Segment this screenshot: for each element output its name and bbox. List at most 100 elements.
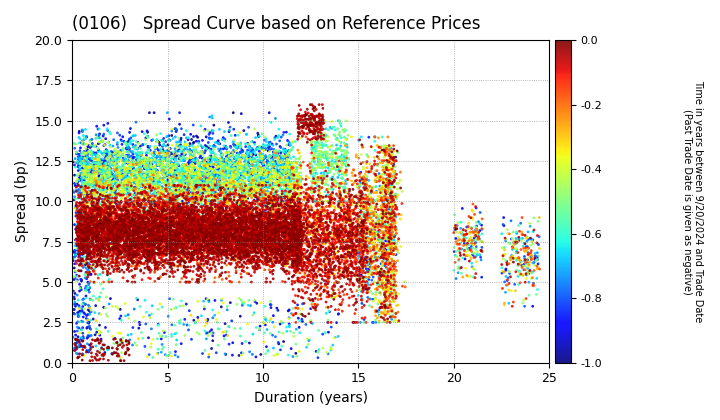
Point: [213, 161, 225, 168]
Point: [129, 234, 140, 240]
Point: [163, 216, 174, 223]
Point: [384, 284, 395, 291]
Point: [180, 207, 192, 214]
Point: [145, 310, 157, 317]
Point: [133, 161, 145, 168]
Point: [163, 226, 175, 233]
Point: [91, 220, 103, 227]
Point: [199, 247, 210, 254]
Point: [100, 135, 112, 142]
Point: [143, 334, 154, 341]
Point: [130, 132, 141, 139]
Point: [204, 136, 216, 142]
Point: [181, 223, 193, 230]
Point: [282, 198, 294, 205]
Point: [157, 169, 168, 176]
Point: [379, 171, 390, 178]
Point: [196, 228, 207, 235]
Point: [187, 207, 199, 214]
Point: [383, 174, 395, 181]
Point: [94, 163, 106, 170]
Point: [261, 206, 273, 213]
Point: [83, 302, 94, 309]
Point: [371, 249, 382, 255]
Point: [315, 236, 327, 242]
Point: [88, 170, 99, 176]
Point: [129, 252, 140, 259]
Point: [87, 229, 99, 236]
Point: [372, 254, 383, 260]
Point: [131, 176, 143, 183]
Point: [265, 248, 276, 255]
Point: [356, 249, 367, 256]
Point: [356, 236, 368, 243]
Point: [282, 137, 293, 144]
Point: [100, 193, 112, 199]
Point: [376, 263, 387, 270]
Point: [198, 158, 210, 165]
Point: [196, 312, 207, 319]
Point: [355, 180, 366, 186]
Point: [175, 231, 186, 237]
Point: [129, 238, 140, 244]
Point: [158, 234, 170, 241]
Point: [316, 267, 328, 273]
Point: [97, 202, 109, 209]
Point: [130, 239, 141, 245]
Point: [230, 240, 241, 247]
Point: [114, 182, 125, 189]
Point: [177, 195, 189, 202]
Point: [134, 319, 145, 326]
Point: [152, 171, 163, 178]
Point: [195, 181, 207, 188]
Point: [81, 211, 92, 218]
Point: [136, 207, 148, 214]
Point: [384, 173, 395, 180]
Point: [380, 234, 392, 241]
Point: [225, 196, 236, 202]
Point: [378, 223, 390, 229]
Point: [261, 251, 273, 258]
Point: [138, 223, 150, 230]
Point: [179, 151, 191, 158]
Point: [208, 192, 220, 198]
Point: [278, 129, 289, 136]
Point: [148, 239, 160, 246]
Point: [79, 226, 91, 233]
Point: [135, 216, 147, 223]
Point: [117, 163, 128, 170]
Point: [147, 172, 158, 179]
Point: [240, 245, 251, 252]
Point: [373, 234, 384, 240]
Point: [104, 227, 115, 234]
Point: [219, 190, 230, 197]
Point: [249, 228, 261, 234]
Point: [182, 181, 194, 188]
Point: [291, 182, 302, 189]
Point: [341, 214, 352, 220]
Point: [71, 207, 83, 214]
Point: [333, 279, 345, 286]
Point: [262, 217, 274, 223]
Point: [113, 186, 125, 193]
Point: [356, 223, 367, 229]
Point: [293, 246, 305, 252]
Point: [75, 239, 86, 245]
Point: [110, 232, 122, 239]
Point: [151, 199, 163, 205]
Point: [133, 178, 145, 185]
Point: [215, 200, 226, 206]
Point: [294, 229, 305, 236]
Point: [80, 202, 91, 208]
Point: [113, 247, 125, 254]
Point: [338, 170, 349, 177]
Point: [354, 240, 366, 247]
Point: [148, 244, 159, 250]
Point: [214, 205, 225, 211]
Point: [97, 269, 109, 276]
Point: [117, 243, 128, 249]
Point: [288, 258, 300, 265]
Point: [279, 223, 290, 230]
Point: [112, 184, 124, 191]
Point: [81, 184, 92, 191]
